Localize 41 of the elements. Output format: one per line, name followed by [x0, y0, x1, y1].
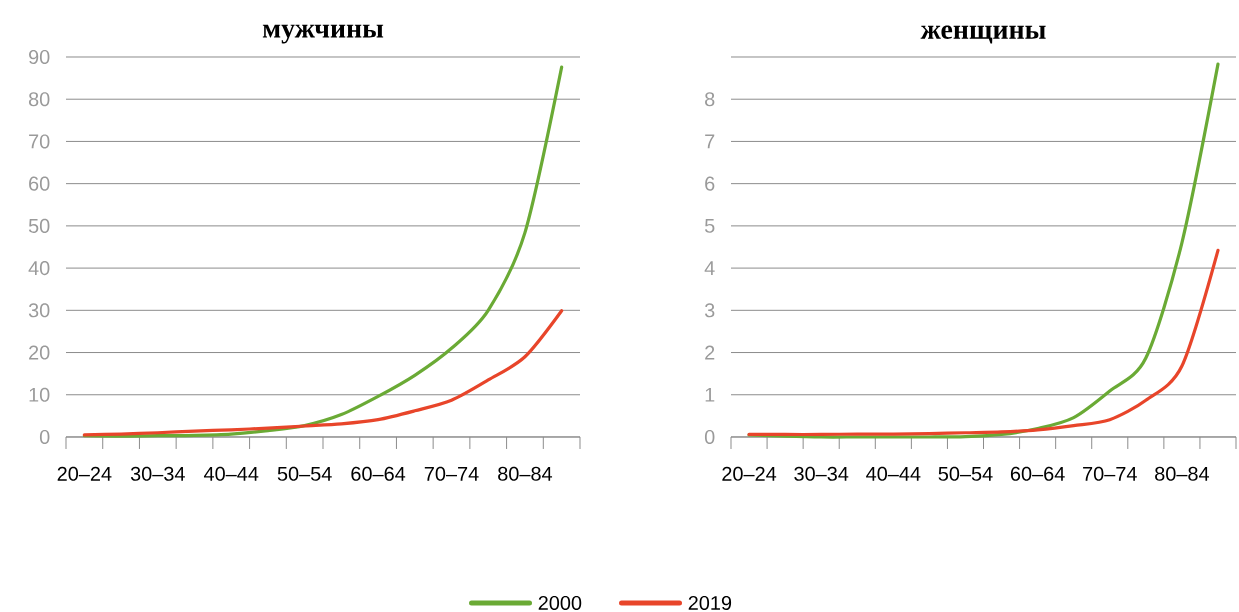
x-tick-label: 40–44 [866, 466, 921, 481]
y-tick-label: 30 [28, 303, 50, 318]
line-series [747, 248, 1220, 437]
y-tick-label: 1 [705, 387, 715, 402]
y-tick-label: 3 [704, 303, 715, 318]
x-tick-label: 70–74 [1083, 466, 1137, 481]
y-tick-label: 6 [705, 176, 715, 191]
y-tick-label: 20 [29, 345, 50, 360]
y-tick-label: 60 [29, 176, 50, 191]
y-tick-label: 2 [705, 345, 715, 360]
line-series [747, 62, 1220, 439]
y-tick-label: 10 [29, 387, 50, 402]
y-tick-label: 80 [28, 92, 50, 107]
chart-title: женщины [920, 25, 1046, 44]
line-series [82, 309, 564, 437]
y-tick-label: 8 [705, 92, 715, 107]
legend-label: 2019 [688, 595, 732, 611]
x-tick-label: 20–24 [722, 466, 777, 481]
x-tick-label: 50–54 [938, 466, 993, 481]
x-tick-label: 80–84 [498, 466, 553, 481]
y-tick-label: 5 [704, 218, 715, 233]
y-tick-label: 70 [29, 134, 50, 149]
x-tick-label: 70–74 [424, 466, 479, 481]
y-tick-label: 90 [29, 49, 50, 65]
x-tick-label: 20–24 [57, 466, 112, 481]
x-tick-label: 60–64 [1010, 466, 1065, 481]
y-tick-label: 0 [39, 429, 50, 445]
x-tick-label: 80–84 [1155, 466, 1210, 481]
y-tick-label: 7 [705, 134, 715, 149]
y-tick-label: 40 [28, 261, 50, 276]
chart-title: мужчины [262, 24, 384, 44]
x-tick-label: 60–64 [351, 466, 406, 481]
x-tick-label: 30–34 [794, 466, 849, 481]
x-tick-label: 30–34 [130, 466, 185, 481]
line-series [82, 65, 564, 438]
x-tick-label: 40–44 [203, 466, 259, 481]
y-tick-label: 4 [704, 261, 715, 275]
legend-label: 2000 [538, 595, 582, 611]
x-tick-label: 50–54 [277, 466, 332, 481]
y-tick-label: 50 [28, 218, 50, 233]
y-tick-label: 0 [704, 429, 715, 445]
